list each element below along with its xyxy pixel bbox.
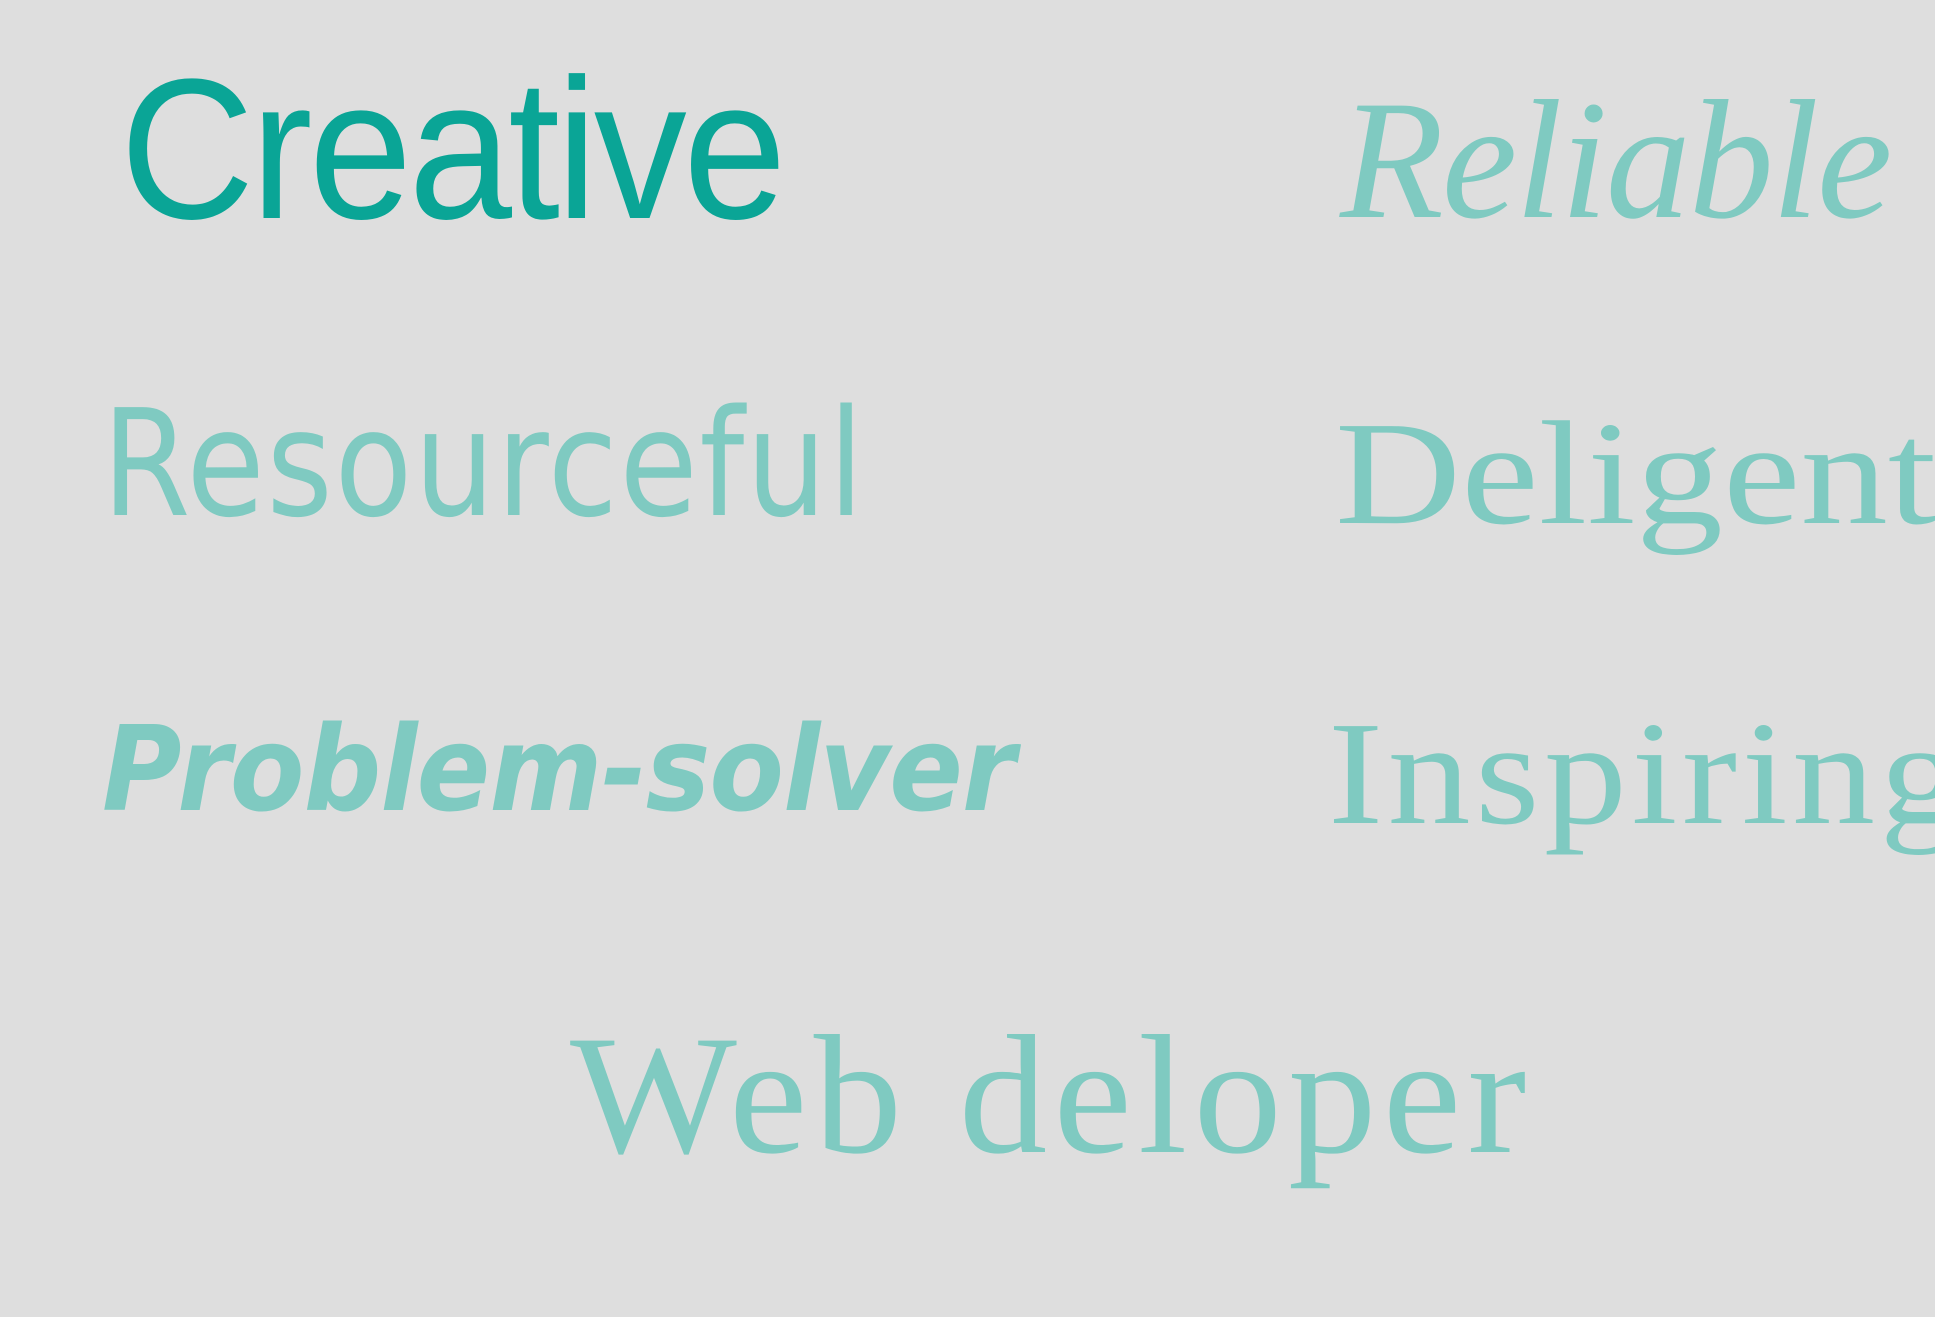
word-inspiring: Inspiring [1328,692,1935,856]
word-deligent: Deligent [1335,392,1935,556]
word-problem-solver: Problem-solver [102,700,1015,838]
word-resourceful: Resourceful [102,378,866,550]
word-web-deloper: Web deloper [570,1001,1533,1189]
word-creative: Creative [120,38,787,261]
word-reliable: Reliable [1340,66,1892,254]
